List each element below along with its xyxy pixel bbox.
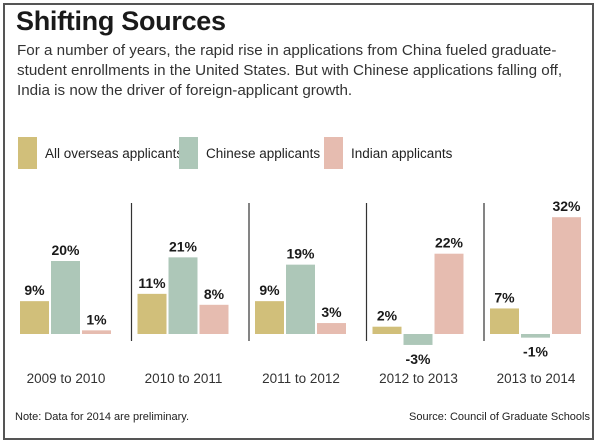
bar [20, 301, 49, 334]
chart-title: Shifting Sources [16, 6, 226, 36]
bar [137, 293, 167, 334]
footnote: Note: Data for 2014 are preliminary. [15, 411, 190, 423]
data-label: 21% [169, 238, 198, 254]
bar [490, 308, 519, 334]
bar [372, 326, 402, 334]
data-label: 9% [259, 282, 280, 298]
chart-description: For a number of years, the rapid rise in… [17, 42, 563, 99]
legend-item-overseas: All overseas applicants [18, 137, 183, 169]
bar [434, 253, 464, 334]
bar [255, 301, 284, 334]
data-label: 20% [51, 242, 80, 258]
data-label: 8% [204, 286, 225, 302]
category-label: 2009 to 2010 [27, 371, 106, 386]
legend-label: Indian applicants [351, 145, 453, 161]
legend-swatch-indian [324, 137, 343, 169]
legend-item-indian: Indian applicants [324, 137, 452, 169]
category-label: 2013 to 2014 [497, 371, 576, 386]
bar [521, 334, 550, 338]
bar [51, 261, 80, 334]
chart-frame [3, 3, 594, 440]
bar [403, 334, 433, 345]
data-label: -1% [523, 344, 548, 360]
data-label: 1% [86, 311, 107, 327]
data-label: 32% [552, 198, 581, 214]
legend-swatch-chinese [179, 137, 198, 169]
bar [82, 330, 111, 334]
category-label: 2011 to 2012 [262, 371, 340, 386]
data-label: -3% [406, 351, 431, 367]
legend-label: All overseas applicants [45, 145, 184, 161]
bar [199, 304, 229, 334]
data-label: 19% [286, 246, 315, 262]
category-label: 2012 to 2013 [379, 371, 458, 386]
data-label: 11% [138, 275, 166, 291]
data-label: 2% [377, 308, 398, 324]
category-label: 2010 to 2011 [145, 371, 223, 386]
bar [168, 257, 198, 334]
data-label: 3% [321, 304, 342, 320]
data-label: 7% [494, 289, 515, 305]
legend-swatch-overseas [18, 137, 37, 169]
data-label: 9% [24, 282, 45, 298]
bar [552, 217, 581, 334]
data-label: 22% [435, 235, 464, 251]
legend-label: Chinese applicants [206, 145, 321, 161]
legend-item-chinese: Chinese applicants [179, 137, 320, 169]
bar [317, 323, 346, 334]
bar [286, 264, 315, 334]
source: Source: Council of Graduate Schools [409, 411, 590, 423]
